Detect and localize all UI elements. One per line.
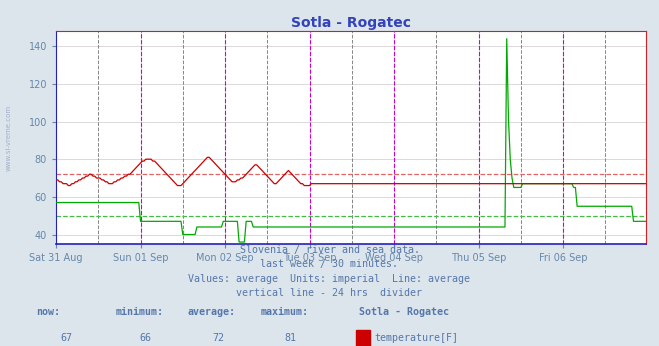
- Text: 81: 81: [285, 333, 297, 343]
- Text: www.si-vreme.com: www.si-vreme.com: [5, 105, 12, 172]
- Text: 66: 66: [140, 333, 152, 343]
- Text: 67: 67: [61, 333, 72, 343]
- Text: Sotla - Rogatec: Sotla - Rogatec: [359, 307, 449, 317]
- Text: maximum:: maximum:: [260, 307, 308, 317]
- Text: minimum:: minimum:: [115, 307, 163, 317]
- Text: average:: average:: [188, 307, 236, 317]
- Text: Slovenia / river and sea data.
last week / 30 minutes.
Values: average  Units: i: Slovenia / river and sea data. last week…: [188, 245, 471, 298]
- Text: temperature[F]: temperature[F]: [374, 333, 458, 343]
- Title: Sotla - Rogatec: Sotla - Rogatec: [291, 16, 411, 30]
- Text: 72: 72: [212, 333, 224, 343]
- Bar: [356, 330, 370, 346]
- Text: now:: now:: [36, 307, 60, 317]
